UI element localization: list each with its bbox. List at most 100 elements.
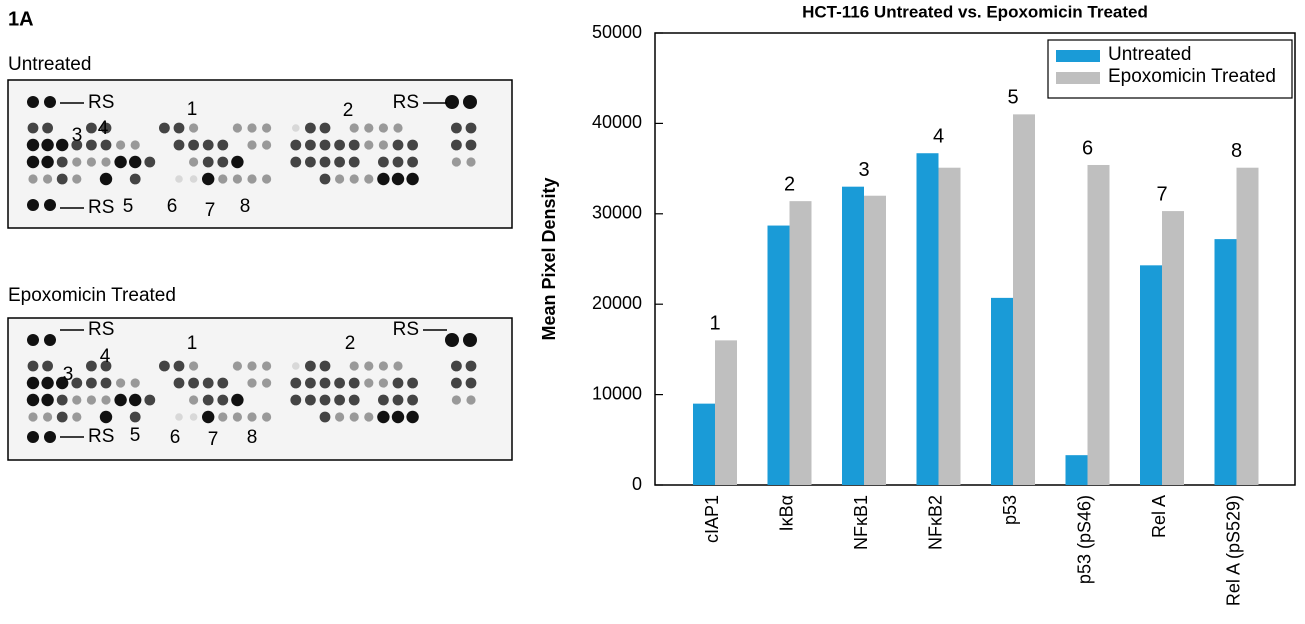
annotation: 5 [1007,87,1018,109]
x-tick-label: NFκB2 [925,495,945,550]
blot-dot [466,395,475,404]
y-tick-label: 50000 [592,22,642,42]
blot-dot [305,361,316,372]
blot-dot [41,377,53,389]
blot-dot [247,123,256,132]
blot-dot [451,123,462,134]
blot-dot [72,157,81,166]
blot-dot [116,140,125,149]
blot-dot [159,123,170,134]
blot-dot [175,413,183,421]
blot-dot [43,412,52,421]
blot-dot [451,361,462,372]
blot-dot [466,361,477,372]
blot-dot [217,157,228,168]
blot-dot [42,361,53,372]
blot-dot [190,413,198,421]
blot-dot [27,431,39,443]
blot-dot [28,412,37,421]
blot-dot [349,157,360,168]
blot-dot [203,140,214,151]
blot-dot [364,378,373,387]
blot-dot [466,378,477,389]
blot-dot [203,378,214,389]
plot-frame [655,33,1295,485]
blot-dot [393,395,404,406]
spot-label: 7 [208,429,219,450]
blot-dot [320,123,331,134]
blot-dot [290,395,301,406]
blot-dot [203,395,214,406]
blot-dot [217,140,228,151]
blot-dot [27,96,39,108]
blot-dot [131,140,140,149]
y-axis-label: Mean Pixel Density [539,177,559,340]
blot-dot [101,140,112,151]
blot-dot [231,156,243,168]
blot-dot [114,156,126,168]
blot-dot [247,174,256,183]
blot-dot [320,361,331,372]
blot-dot [100,173,112,185]
spot-label: 2 [343,100,354,121]
blot-dot [28,174,37,183]
blot-dot [393,378,404,389]
blot-dot [72,412,81,421]
blot-dot [452,395,461,404]
blot-dot [144,395,155,406]
blot-dot [378,395,389,406]
blot-dot [188,140,199,151]
spot-label: 8 [247,427,258,448]
spot-label: 5 [130,425,141,446]
blot-dot [305,378,316,389]
blot-dot [44,96,56,108]
blot-dot [218,412,227,421]
blot-dot [463,95,477,109]
blot-dot [334,395,345,406]
blot-dot [202,411,214,423]
spot-label: RS [393,92,419,113]
blot-dot [27,156,39,168]
blot-dot [43,174,52,183]
blot-dot [41,139,53,151]
blot-dot [349,378,360,389]
blot-dot [129,156,141,168]
blot-dot [292,124,300,132]
blot-dot [233,174,242,183]
blot-dot [202,173,214,185]
blot-dot [407,378,418,389]
blot-dot [379,140,388,149]
annotation: 6 [1082,137,1093,159]
blot-dot [334,140,345,151]
y-tick-label: 30000 [592,203,642,223]
blot-dot [57,395,68,406]
blot-dot [233,412,242,421]
blot-dot [42,123,53,134]
bar [715,340,737,485]
bar [842,187,864,485]
blot-dot [445,95,459,109]
blot-dot [292,362,300,370]
blot-dot [451,140,462,151]
blot-dot [159,361,170,372]
blot-dot [407,395,418,406]
annotation: 3 [858,159,869,181]
blot-dot [364,361,373,370]
x-tick-label: cIAP1 [702,495,722,543]
spot-label: 1 [187,99,198,120]
blot-dot [217,395,228,406]
bar [1162,211,1184,485]
spot-label: 6 [170,427,181,448]
spot-label: 5 [123,196,134,217]
blot-dot [131,378,140,387]
spot-label: 4 [98,118,109,139]
blot-dot [41,394,53,406]
blot-dot [290,378,301,389]
blot-dot [247,361,256,370]
spot-label: 3 [72,125,83,146]
blot-dot [130,412,141,423]
blot-dot [174,361,185,372]
blot-dot [320,395,331,406]
blot-dot [466,157,475,166]
blot-dot [218,174,227,183]
